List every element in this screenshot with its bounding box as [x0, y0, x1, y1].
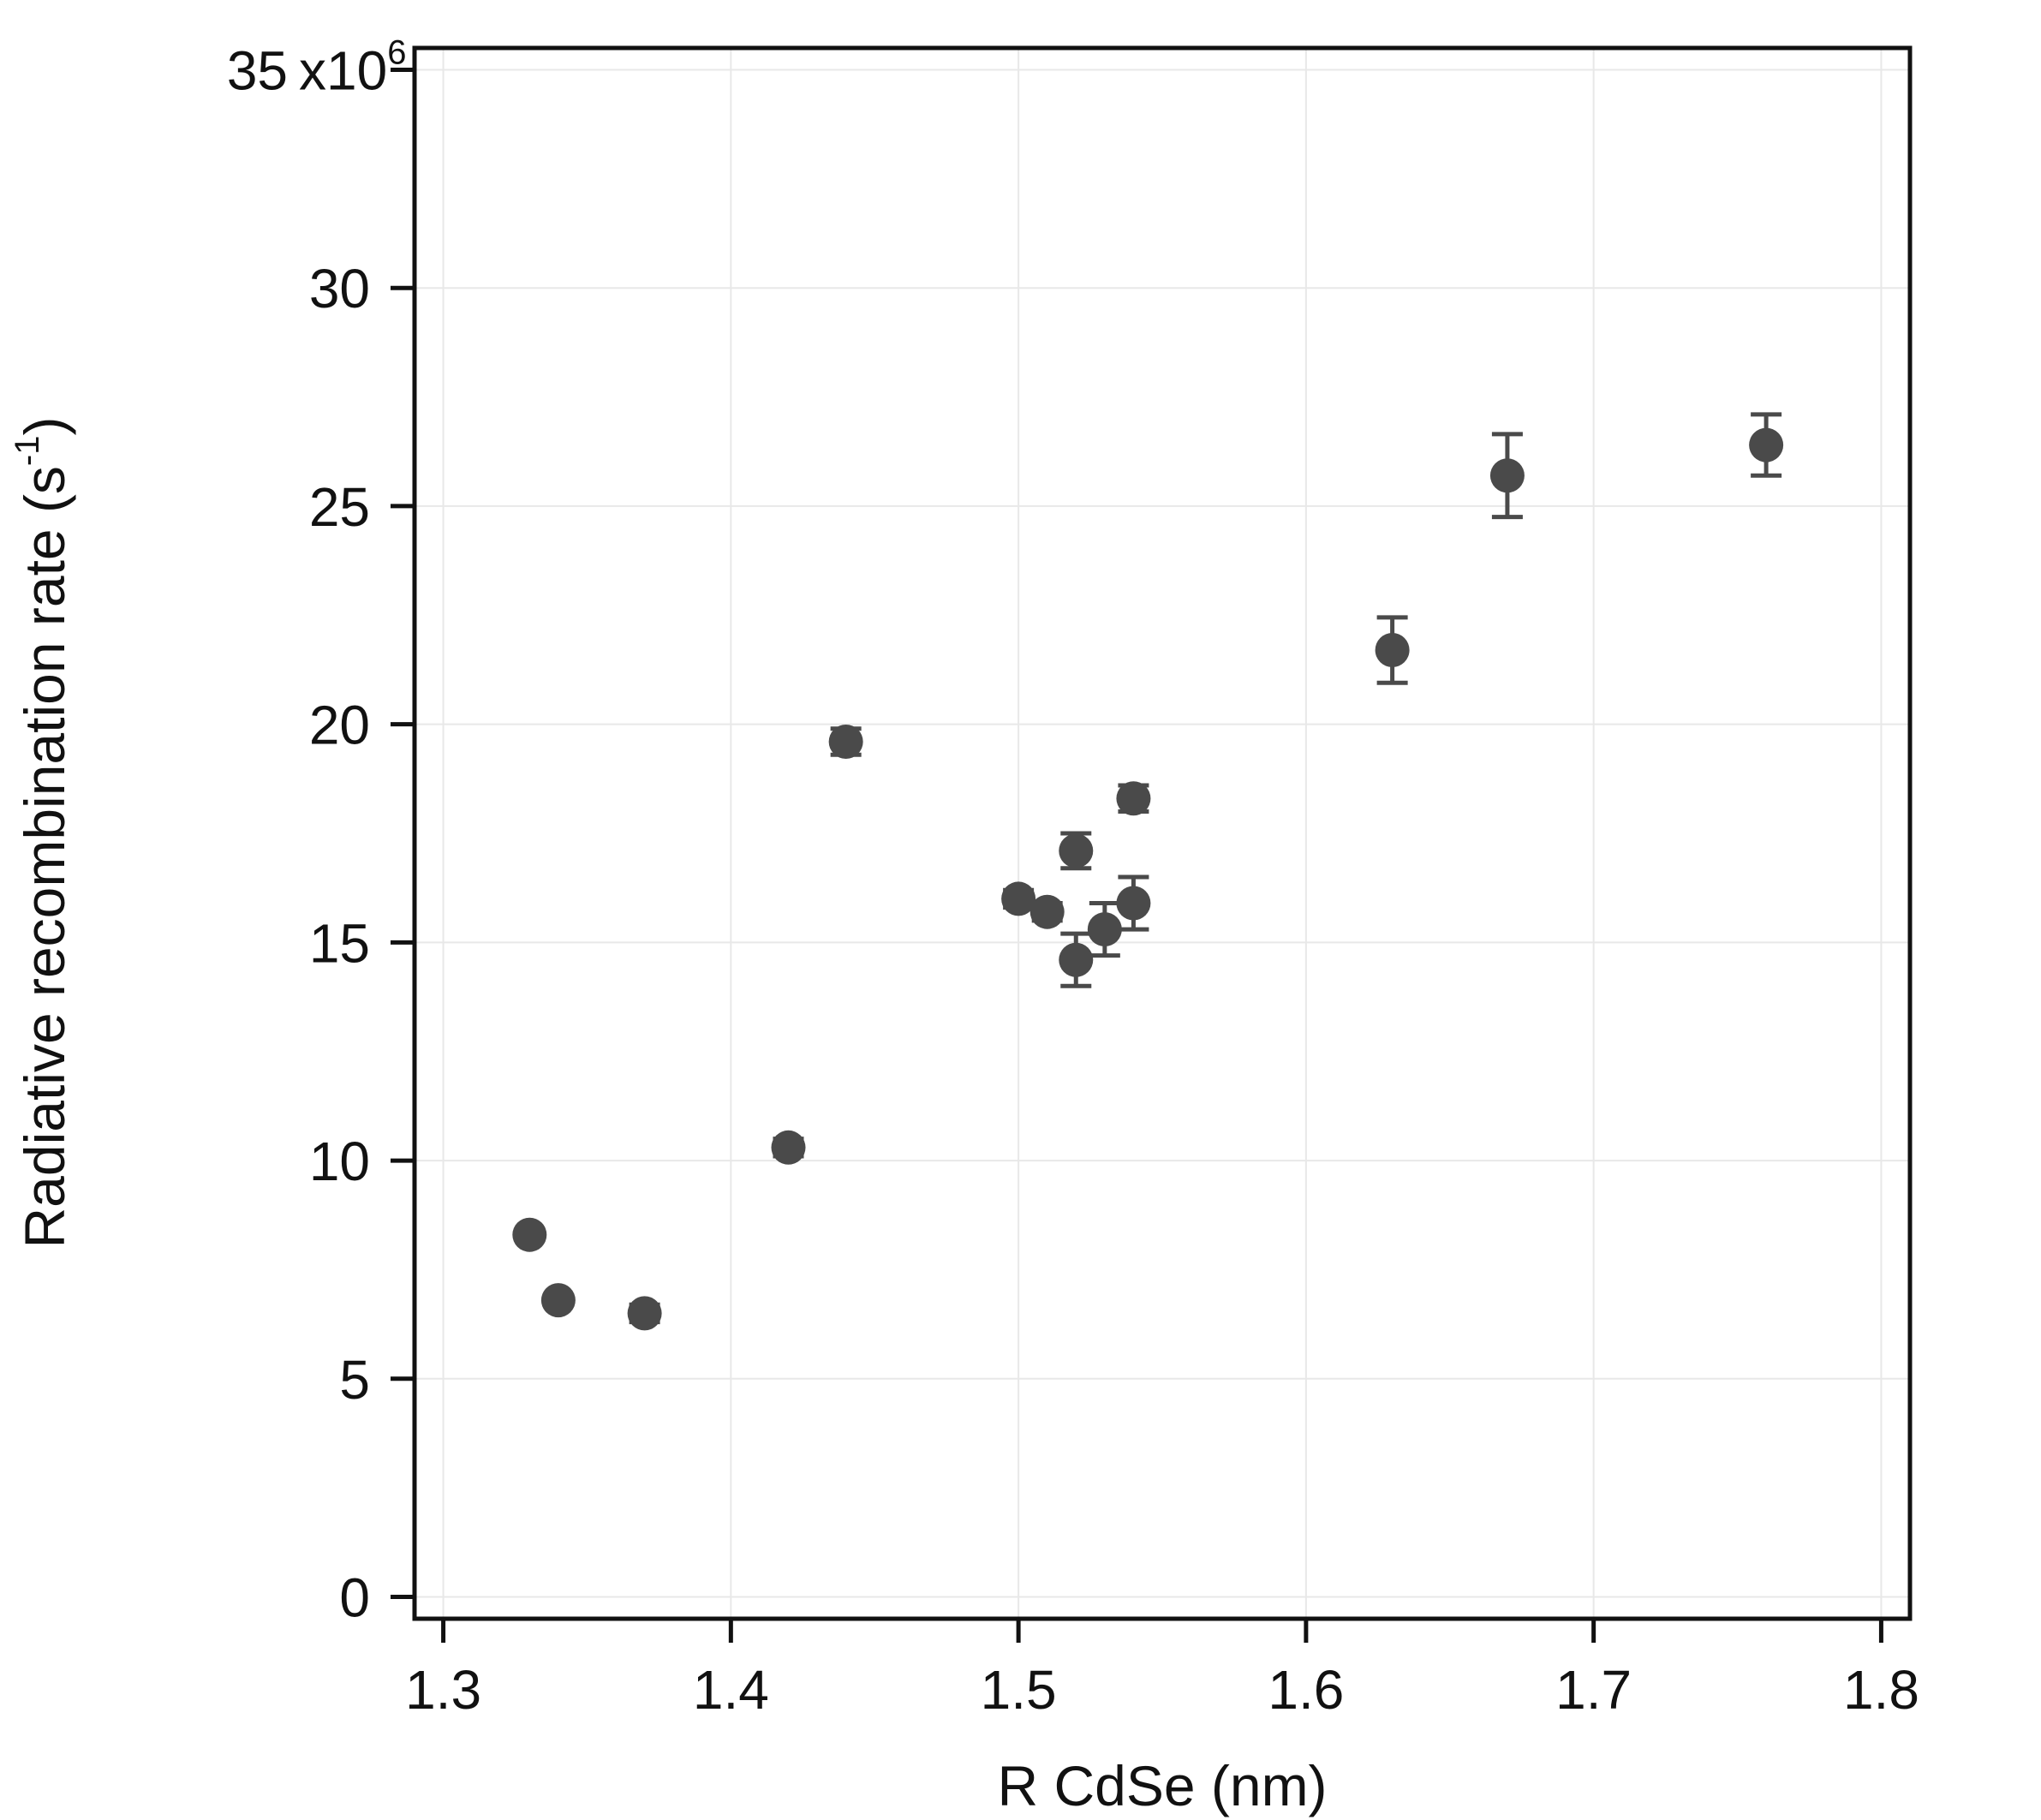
x-tick-label: 1.7 — [1555, 1659, 1632, 1721]
x-tick-label: 1.5 — [981, 1659, 1057, 1721]
data-point — [1059, 931, 1094, 988]
plot-border — [412, 45, 1913, 1621]
data-marker — [1375, 633, 1410, 668]
data-marker — [1087, 912, 1122, 947]
data-point — [1059, 831, 1094, 871]
data-marker — [1116, 886, 1151, 921]
data-point — [1116, 781, 1151, 816]
data-point — [1116, 874, 1151, 932]
data-marker — [1059, 833, 1094, 868]
data-point — [1749, 412, 1784, 478]
data-marker — [1001, 881, 1036, 916]
y-axis-multiplier-exponent: 6 — [387, 33, 406, 71]
data-marker — [1489, 458, 1525, 493]
y-tick-label: 10 — [309, 1131, 370, 1192]
data-point — [1001, 881, 1036, 916]
y-axis-title-exponent: -1 — [9, 435, 46, 466]
data-marker — [771, 1130, 806, 1165]
y-tick-label: 25 — [309, 476, 370, 538]
y-tick-label: 30 — [309, 258, 370, 319]
data-point — [512, 1217, 547, 1252]
data-marker — [1059, 942, 1094, 977]
y-tick-label: 20 — [309, 695, 370, 756]
x-tick-label: 1.3 — [405, 1659, 481, 1721]
y-tick-label: 0 — [339, 1567, 370, 1629]
x-axis-title: R CdSe (nm) — [997, 1754, 1327, 1817]
data-points — [512, 412, 1784, 1331]
data-marker — [540, 1283, 576, 1318]
axis-ticks: 1.3 1.4 1.5 1.6 1.7 1.8 0 5 10 15 20 25 30 35 x106 — [227, 33, 1919, 1721]
y-tick-label: 5 — [339, 1349, 370, 1411]
y-tick-label: 15 — [309, 912, 370, 974]
data-point — [627, 1296, 662, 1331]
data-point — [828, 725, 863, 760]
data-point — [540, 1283, 576, 1318]
data-point — [1029, 894, 1065, 929]
data-marker — [828, 725, 863, 760]
x-tick-label: 1.4 — [693, 1659, 769, 1721]
data-marker — [627, 1296, 662, 1331]
data-point — [1087, 901, 1122, 958]
y-axis-title-close: ) — [13, 417, 76, 436]
plot-frame — [412, 45, 1913, 1621]
y-tick-label: 35 — [227, 39, 288, 101]
data-marker — [1029, 894, 1065, 929]
y-axis-title: Radiative recombination rate (s-1) — [9, 417, 76, 1249]
grid-lines — [415, 48, 1910, 1619]
data-marker — [1749, 427, 1784, 462]
data-marker — [1116, 781, 1151, 816]
y-axis-multiplier-base: x10 — [299, 39, 387, 101]
data-point — [1489, 432, 1525, 520]
data-point — [1375, 615, 1410, 685]
y-axis-title-main: Radiative recombination rate (s — [13, 466, 76, 1248]
y-axis-multiplier: x106 — [299, 33, 406, 101]
x-tick-label: 1.6 — [1268, 1659, 1344, 1721]
data-marker — [512, 1217, 547, 1252]
data-point — [771, 1130, 806, 1165]
x-tick-label: 1.8 — [1843, 1659, 1919, 1721]
